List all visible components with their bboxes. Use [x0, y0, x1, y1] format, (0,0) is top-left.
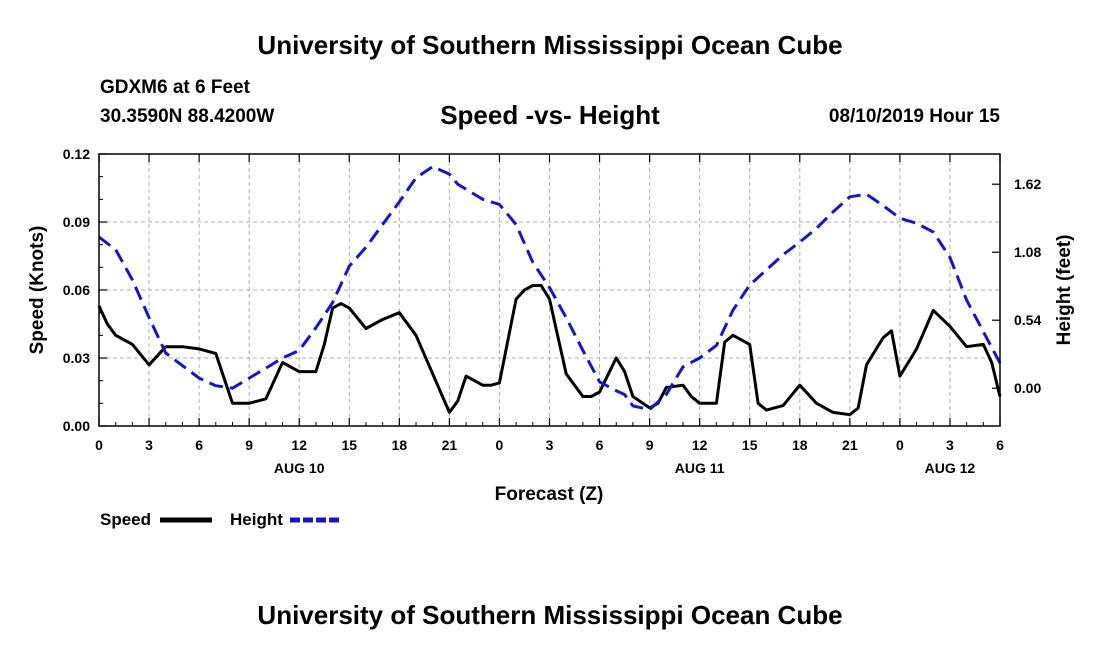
x-tick-label: 21	[842, 437, 858, 453]
speed-series-line	[97, 284, 1002, 417]
x-tick-label: 3	[946, 437, 954, 453]
y-axis-left-title: Speed (Knots)	[27, 226, 48, 355]
x-tick-label: 15	[341, 437, 357, 453]
y-axis-right-title: Height (feet)	[1054, 235, 1075, 346]
y-left-tick-label: 0.06	[63, 282, 90, 298]
chart-legend: Speed Height	[100, 510, 342, 529]
chart-ticks: 0 3 6 9 12 15 18 21 0 3 6 9 12 15 18 21 0 3 6 AUG 10 AUG 11 A…	[63, 146, 1042, 476]
chart-series	[97, 165, 1002, 417]
y-left-tick-label: 0.00	[63, 418, 90, 434]
date-label: AUG 11	[675, 460, 725, 476]
chart-grid	[99, 154, 1000, 426]
x-tick-label: 18	[392, 437, 408, 453]
x-tick-label: 6	[996, 437, 1004, 453]
x-tick-label: 3	[145, 437, 153, 453]
chart-title: Speed -vs- Height	[440, 100, 660, 130]
station-coordinates: 30.3590N 88.4200W	[100, 106, 275, 127]
y-left-tick-label: 0.09	[63, 214, 90, 230]
y-right-tick-label: 0.00	[1014, 380, 1041, 396]
x-tick-label: 9	[646, 437, 654, 453]
y-left-tick-label: 0.03	[63, 350, 90, 366]
x-axis-title: Forecast (Z)	[495, 484, 604, 505]
x-tick-label: 12	[291, 437, 307, 453]
date-label: AUG 12	[925, 460, 976, 476]
x-tick-label: 6	[195, 437, 203, 453]
x-tick-label: 3	[546, 437, 554, 453]
y-right-tick-label: 1.62	[1014, 176, 1041, 192]
height-series-line	[98, 165, 1002, 412]
legend-label-speed: Speed	[100, 510, 151, 529]
x-tick-label: 21	[442, 437, 458, 453]
station-label: GDXM6 at 6 Feet	[100, 77, 250, 98]
y-right-tick-label: 0.54	[1014, 312, 1041, 328]
x-tick-label: 9	[245, 437, 253, 453]
forecast-datetime: 08/10/2019 Hour 15	[828, 106, 1000, 127]
y-left-tick-label: 0.12	[63, 146, 90, 162]
y-right-tick-label: 1.08	[1014, 244, 1041, 260]
x-tick-label: 0	[95, 437, 103, 453]
x-tick-label: 12	[692, 437, 708, 453]
top-title: University of Southern Mississippi Ocean…	[257, 30, 843, 60]
x-tick-label: 15	[742, 437, 758, 453]
x-tick-label: 0	[896, 437, 904, 453]
x-tick-label: 18	[792, 437, 808, 453]
x-tick-label: 6	[596, 437, 604, 453]
bottom-title: University of Southern Mississippi Ocean…	[257, 600, 843, 630]
legend-label-height: Height	[230, 510, 283, 529]
date-label: AUG 10	[274, 460, 325, 476]
x-tick-label: 0	[496, 437, 504, 453]
